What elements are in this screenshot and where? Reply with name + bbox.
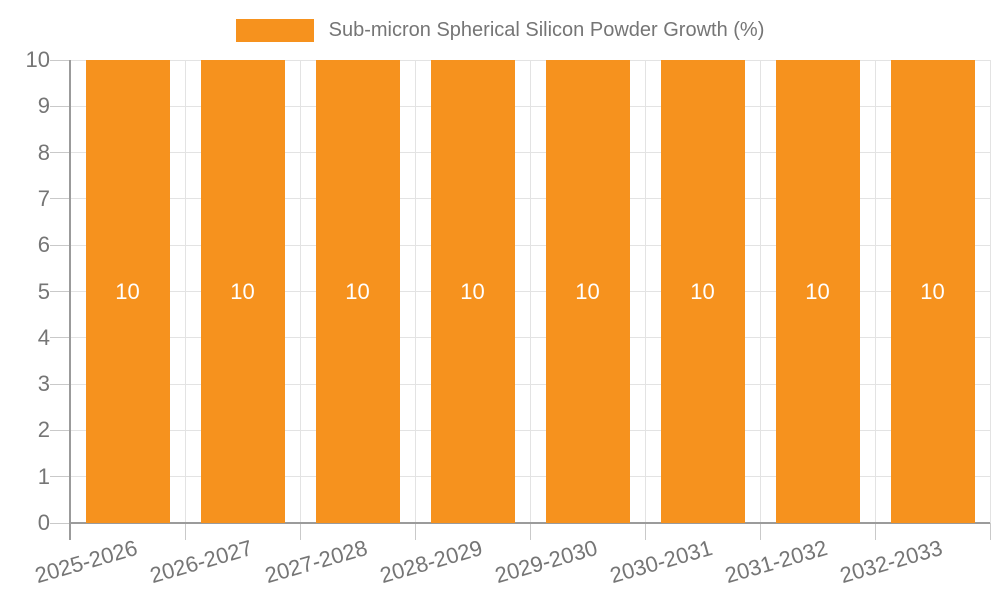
x-tick-mark [529, 523, 531, 540]
y-axis-tick-label: 5 [37, 278, 50, 304]
bar-value-label: 10 [575, 278, 600, 304]
bar[interactable] [545, 60, 630, 523]
bar-value-label: 10 [920, 278, 945, 304]
y-tick-mark [50, 105, 70, 107]
y-tick-mark [50, 291, 70, 292]
x-axis-category-label: 2032-2033 [837, 535, 946, 589]
x-gridline [299, 60, 301, 523]
x-tick-mark [299, 523, 301, 540]
y-tick-mark [50, 383, 70, 385]
x-tick-mark [989, 523, 991, 540]
x-tick-mark [184, 523, 186, 540]
y-tick-mark [50, 152, 70, 154]
x-axis-line [70, 522, 990, 524]
legend-label: Sub-micron Spherical Silicon Powder Grow… [328, 19, 765, 41]
y-axis-tick-label: 4 [37, 324, 50, 350]
x-axis-category-label: 2026-2027 [147, 535, 256, 589]
y-axis-tick-label: 10 [25, 47, 50, 72]
y-axis-tick-label: 1 [37, 463, 50, 489]
y-tick-mark [50, 59, 70, 61]
bar[interactable] [85, 60, 170, 523]
y-axis-line [69, 60, 71, 540]
bar[interactable] [200, 60, 285, 523]
x-axis-category-label: 2025-2026 [32, 535, 141, 589]
x-gridline [759, 60, 761, 523]
y-axis-tick-label: 3 [37, 371, 50, 397]
x-axis-category-label: 2031-2032 [722, 535, 831, 589]
y-tick-mark [50, 429, 70, 431]
y-axis-tick-label: 2 [37, 417, 50, 443]
bar-value-label: 10 [460, 278, 485, 304]
x-gridline [644, 60, 646, 523]
bar[interactable] [660, 60, 745, 523]
y-tick-mark [50, 522, 70, 524]
legend[interactable]: Sub-micron Spherical Silicon Powder Grow… [0, 17, 1000, 43]
bar-value-label: 10 [345, 278, 370, 304]
bar[interactable] [315, 60, 400, 523]
bar-value-label: 10 [115, 278, 140, 304]
x-tick-mark [759, 523, 761, 540]
y-tick-mark [50, 244, 70, 246]
x-axis-category-label: 2028-2029 [377, 535, 486, 589]
bar-value-label: 10 [690, 278, 715, 304]
y-tick-mark [50, 198, 70, 200]
x-gridline [989, 60, 991, 523]
x-axis-category-label: 2029-2030 [492, 535, 601, 589]
bar[interactable] [430, 60, 515, 523]
bar[interactable] [775, 60, 860, 523]
x-axis-category-label: 2030-2031 [607, 535, 716, 589]
bar-value-label: 10 [805, 278, 830, 304]
y-axis-tick-label: 0 [37, 510, 50, 535]
x-gridline [414, 60, 416, 523]
y-tick-mark [50, 337, 70, 339]
y-tick-mark [50, 476, 70, 478]
x-gridline [184, 60, 186, 523]
y-axis-tick-label: 6 [37, 232, 50, 258]
x-gridline [529, 60, 531, 523]
y-axis-tick-label: 9 [37, 93, 50, 119]
legend-swatch [235, 18, 314, 42]
x-tick-mark [644, 523, 646, 540]
x-gridline [874, 60, 876, 523]
bar[interactable] [890, 60, 975, 523]
x-tick-mark [874, 523, 876, 540]
x-tick-mark [414, 523, 416, 540]
x-axis-category-label: 2027-2028 [262, 535, 371, 589]
y-axis-tick-label: 7 [37, 185, 50, 211]
bar-value-label: 10 [230, 278, 255, 304]
y-axis-tick-label: 8 [37, 139, 50, 165]
